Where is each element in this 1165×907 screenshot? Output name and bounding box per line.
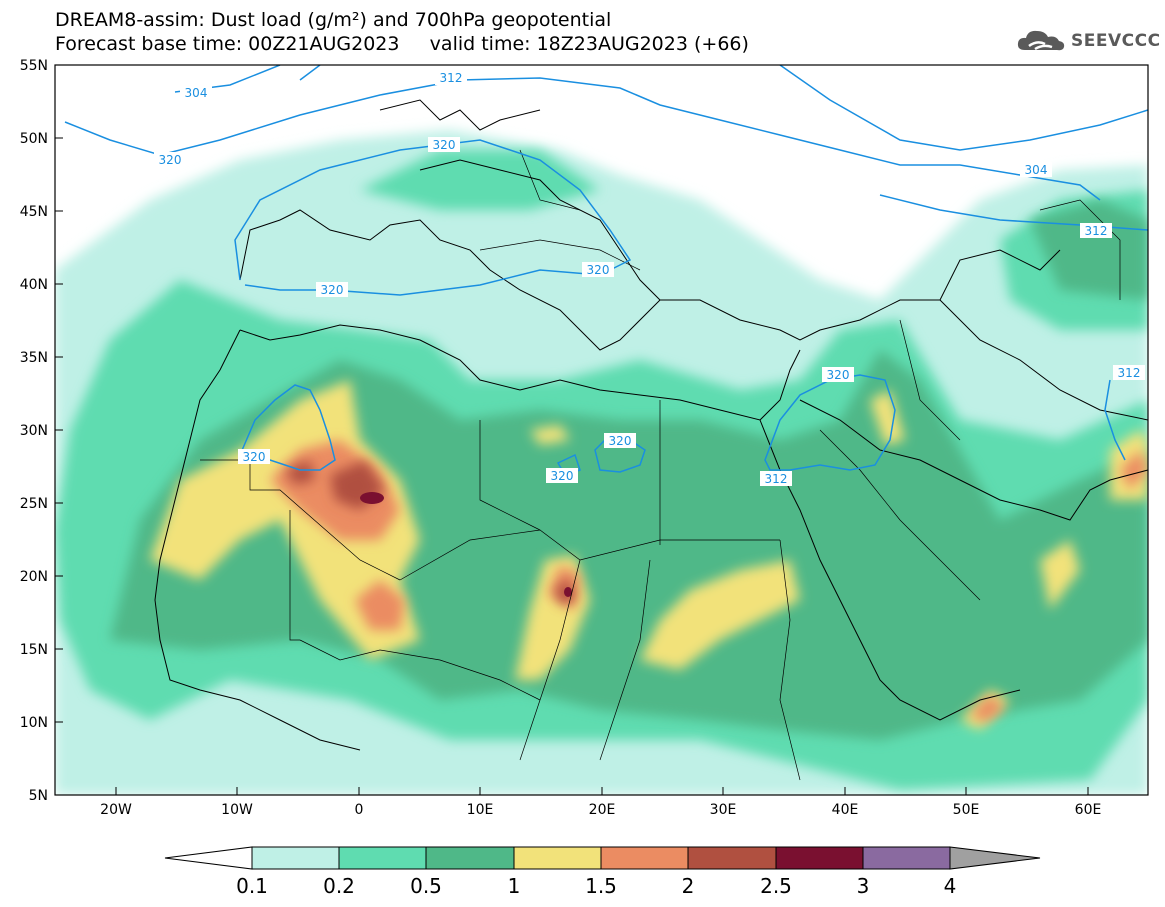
geopotential-contours [64,65,1148,476]
lon-tick-label: 40E [832,802,859,818]
colorbar-swatch [775,846,864,870]
colorbar-label: 0.5 [410,874,442,898]
colorbar-swatch [251,846,340,870]
colorbar-swatch [513,846,602,870]
contour-label: 312 [440,71,463,85]
lon-tick-label: 20W [100,802,132,818]
contour-label: 304 [185,86,208,100]
colorbar-label: 1.5 [585,874,617,898]
logo-text: SEEVCCC [1071,31,1161,51]
lat-tick-label: 10N [20,715,48,731]
lon-tick-label: 20E [589,802,616,818]
lat-tick-label: 40N [20,277,48,293]
contour-label: 320 [433,138,456,152]
colorbar-label: 0.1 [236,874,268,898]
contour-label: 320 [827,368,850,382]
lon-tick-label: 0 [355,802,364,818]
contour-label: 320 [159,153,182,167]
colorbar-label: 2.5 [760,874,792,898]
seevccc-logo: SEEVCCC [1015,26,1161,56]
contour-label: 304 [1025,163,1048,177]
lat-tick-label: 55N [20,58,48,74]
contour-label: 312 [765,472,788,486]
contour-label: 320 [551,469,574,483]
contour-label: 312 [1118,366,1141,380]
dust-layer-25 [360,492,572,597]
lat-tick-label: 5N [29,788,48,804]
lon-tick-label: 60E [1075,802,1102,818]
cloud-icon [1017,30,1065,51]
contour-label: 320 [587,263,610,277]
lat-tick-label: 35N [20,350,48,366]
colorbar-swatch [862,846,951,870]
colorbar-swatch [600,846,689,870]
map-subtitle: Forecast base time: 00Z21AUG2023 valid t… [55,33,749,55]
colorbar-label: 2 [682,874,695,898]
contour-labels: 304 312 320 320 320 320 320 320 320 320 … [154,70,1145,486]
colorbar-label: 0.2 [323,874,355,898]
colorbar-high-arrow [949,846,1041,870]
lon-tick-label: 30E [710,802,737,818]
lon-tick-label: 50E [953,802,980,818]
colorbar-labels: 0.1 0.2 0.5 1 1.5 2 2.5 3 4 [236,874,956,898]
lat-tick-label: 45N [20,204,48,220]
lat-tick-label: 25N [20,496,48,512]
contour-label: 320 [609,434,632,448]
lon-axis: 20W 10W 0 10E 20E 30E 40E 50E 60E [100,787,1101,818]
colorbar-swatch [338,846,427,870]
lat-tick-label: 15N [20,642,48,658]
colorbar-swatch [687,846,777,870]
contour-label: 320 [321,283,344,297]
lat-tick-label: 20N [20,569,48,585]
lat-axis: 55N 50N 45N 40N 35N 30N 25N 20N 15N 10N … [20,58,63,804]
colorbar-label: 1 [508,874,521,898]
colorbar [164,846,1041,870]
contour-label: 312 [1085,224,1108,238]
lat-tick-label: 30N [20,423,48,439]
contour-label: 320 [243,450,266,464]
colorbar-swatch [425,846,515,870]
coastlines [154,99,1148,751]
colorbar-low-arrow [164,846,253,870]
lon-tick-label: 10E [467,802,494,818]
lon-tick-label: 10W [221,802,253,818]
lat-tick-label: 50N [20,131,48,147]
map-title: DREAM8-assim: Dust load (g/m²) and 700hP… [55,9,612,31]
colorbar-label: 3 [857,874,870,898]
colorbar-label: 4 [944,874,957,898]
